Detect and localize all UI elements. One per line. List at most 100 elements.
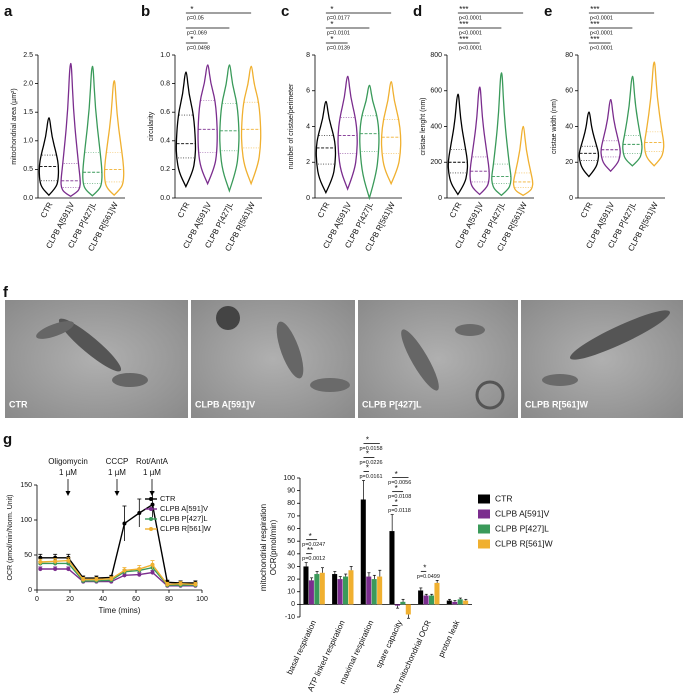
y-tick-label: 20 <box>565 159 573 166</box>
y-tick-label: 10 <box>287 589 295 596</box>
significance-stars: * <box>395 484 398 493</box>
violin <box>359 84 380 201</box>
panel-label: f <box>3 284 9 301</box>
data-point <box>66 567 71 571</box>
bar <box>452 601 458 605</box>
x-tick-label: proton leak <box>437 618 462 659</box>
y-tick-label: 4 <box>306 123 310 130</box>
p-value: p<0.0001 <box>590 30 613 36</box>
p-value: p=0.0158 <box>359 446 382 452</box>
p-value: p=0.0101 <box>327 30 350 36</box>
y-axis-label: cristae width (nm) <box>551 99 558 154</box>
bar <box>423 595 429 605</box>
y-tick-label: 40 <box>565 123 573 130</box>
y-tick-label: 1.5 <box>23 109 33 116</box>
y-axis-label: cristae lenght (nm) <box>420 98 427 156</box>
legend-label: CLPB A[591]V <box>160 504 208 513</box>
y-axis-label: number of cristae/perimeter <box>288 83 295 169</box>
violin <box>197 64 218 186</box>
data-point <box>53 567 58 571</box>
y-tick-label: 800 <box>430 52 442 59</box>
y-tick-label: 1.0 <box>23 138 33 145</box>
bar <box>418 590 424 605</box>
bar <box>434 582 440 605</box>
panel-label: d <box>413 3 422 20</box>
bar <box>463 600 469 605</box>
y-tick-label: 60 <box>287 525 295 532</box>
data-point <box>122 568 127 573</box>
y-tick-label: 0 <box>569 195 573 202</box>
legend-marker <box>149 517 153 521</box>
significance-stars: *** <box>590 5 599 14</box>
y-tick-label: 0.5 <box>23 166 33 173</box>
p-value: p<0.0001 <box>459 45 482 51</box>
p-value: p=0.05 <box>187 15 204 21</box>
p-value: p=0.0012 <box>302 556 325 562</box>
y-tick-label: 100 <box>20 517 32 524</box>
data-point <box>150 562 155 567</box>
x-tick-label: CTR <box>176 201 192 220</box>
significance-stars: *** <box>590 20 599 29</box>
y-tick-label: 70 <box>287 513 295 520</box>
p-value: p=0.069 <box>187 30 207 36</box>
violin <box>38 117 60 197</box>
violin <box>447 93 469 196</box>
p-value: p<0.0001 <box>590 15 613 21</box>
y-tick-label: 30 <box>287 563 295 570</box>
significance-stars: * <box>190 35 193 44</box>
legend-label: CTR <box>160 494 176 503</box>
significance-stars: * <box>395 498 398 507</box>
y-axis-label: mitochondrial respiration <box>259 504 268 591</box>
p-value: p<0.0001 <box>590 45 613 51</box>
micrograph-label: CLPB A[591]V <box>195 399 255 409</box>
y-tick-label: 2.5 <box>23 52 33 59</box>
legend-marker <box>149 507 153 511</box>
y-tick-label: 20 <box>287 576 295 583</box>
p-value: p=0.0499 <box>417 574 440 580</box>
significance-stars: *** <box>459 20 468 29</box>
y-tick-label: 200 <box>430 159 442 166</box>
micrograph-label: CLPB P[427]L <box>362 399 422 409</box>
bar <box>308 580 314 605</box>
y-tick-label: 2 <box>306 159 310 166</box>
violin <box>380 81 402 186</box>
y-tick-label: 600 <box>430 88 442 95</box>
panel-label: c <box>281 3 289 20</box>
x-tick-label: 80 <box>165 596 173 603</box>
micrograph-label: CLPB R[561]W <box>525 399 589 409</box>
micrograph <box>5 300 188 418</box>
bar <box>405 604 411 615</box>
bar <box>314 574 320 605</box>
data-point <box>38 567 43 571</box>
p-value: p<0.0001 <box>459 30 482 36</box>
violin <box>491 72 512 197</box>
violin <box>103 80 125 197</box>
legend-swatch <box>478 524 490 534</box>
bar <box>400 601 406 605</box>
p-value: p=0.0247 <box>302 542 325 548</box>
violin <box>512 125 534 197</box>
annotation: Oligomycin <box>48 457 88 466</box>
y-tick-label: 0.0 <box>160 195 170 202</box>
y-tick-label: 60 <box>565 88 573 95</box>
y-axis-label: OCR (pmol/min/Norm. Unit) <box>7 495 14 581</box>
micrograph-label: CTR <box>9 399 28 409</box>
legend-label: CLPB P[427]L <box>495 523 549 533</box>
series-line <box>40 562 196 586</box>
significance-stars: *** <box>590 35 599 44</box>
significance-stars: * <box>330 5 333 14</box>
violin <box>337 75 358 191</box>
y-tick-label: 0 <box>438 195 442 202</box>
y-tick-label: -10 <box>285 614 295 621</box>
p-value: p=0.0118 <box>388 508 411 514</box>
violin <box>600 99 621 173</box>
data-point <box>81 577 86 582</box>
y-tick-label: 50 <box>287 538 295 545</box>
y-tick-label: 1.0 <box>160 52 170 59</box>
x-axis-label: Time (mins) <box>99 606 141 615</box>
micrograph <box>358 300 518 418</box>
data-point <box>53 559 58 564</box>
bar <box>319 572 325 605</box>
data-point <box>178 581 183 586</box>
significance-stars: *** <box>459 35 468 44</box>
